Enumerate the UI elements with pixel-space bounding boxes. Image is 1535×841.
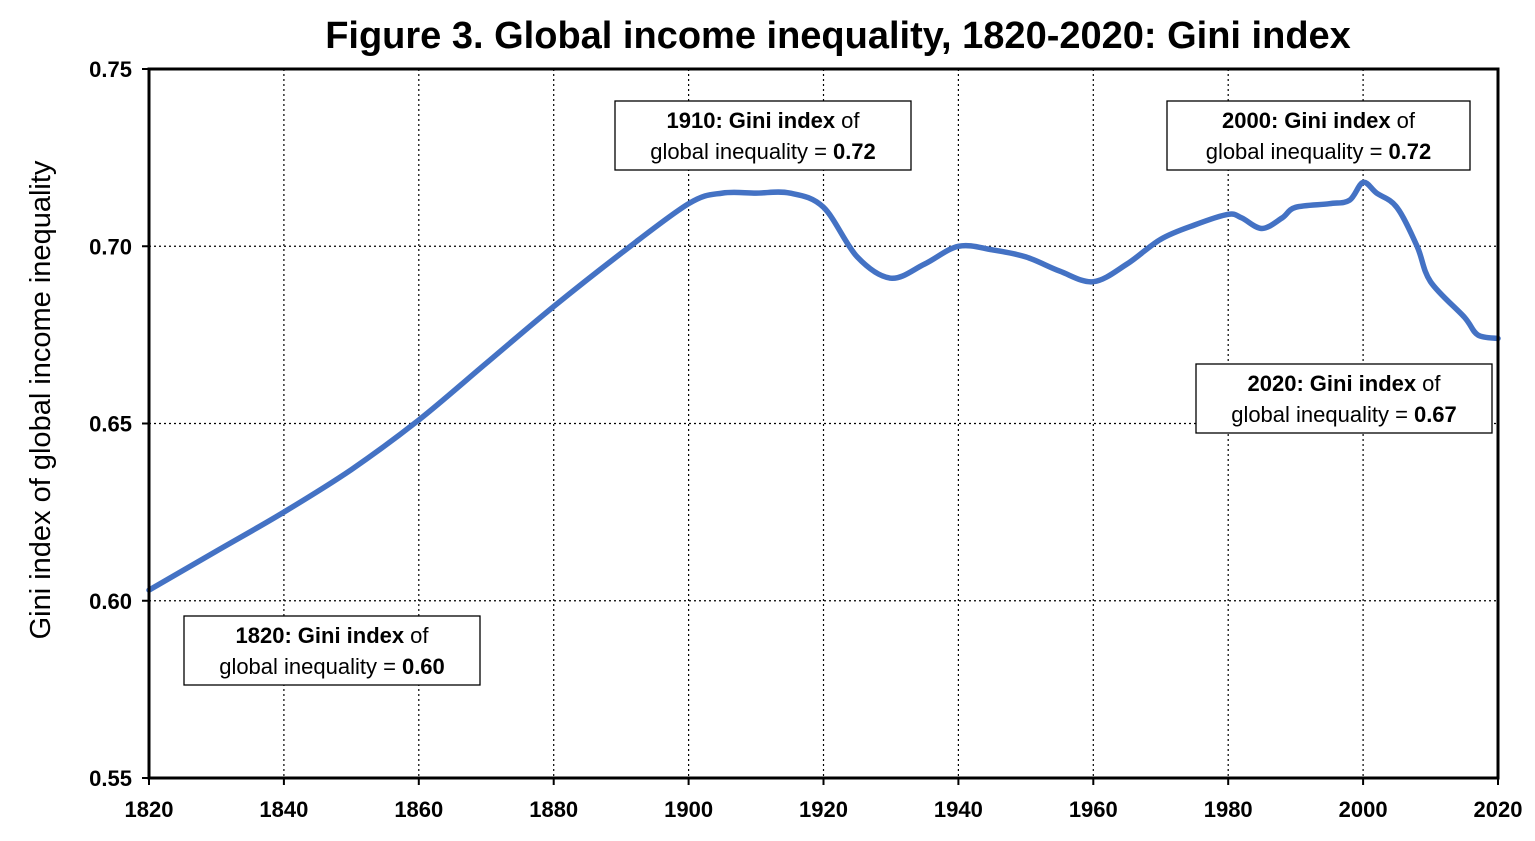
annotation-description: global inequality = bbox=[1231, 402, 1408, 427]
x-tick-label: 2020 bbox=[1474, 797, 1523, 822]
annotation-year: 1910: bbox=[667, 108, 723, 133]
x-tick-label: 1900 bbox=[664, 797, 713, 822]
x-tick-label: 2000 bbox=[1339, 797, 1388, 822]
annotation-value: 0.72 bbox=[833, 139, 876, 164]
annotation-value: 0.67 bbox=[1414, 402, 1457, 427]
axis-ticks: 1820 1840 1860 1880 1900 1920 1940 1960 1980 2000… bbox=[89, 57, 1522, 822]
annotation-connector: of bbox=[410, 623, 429, 648]
y-tick-label: 0.55 bbox=[89, 766, 132, 791]
y-tick-label: 0.70 bbox=[89, 234, 132, 259]
annotation-metric: Gini index bbox=[729, 108, 836, 133]
y-axis-label: Gini index of global income inequality bbox=[25, 160, 57, 639]
annotation-line-2: global inequality =0.72 bbox=[1206, 139, 1432, 164]
annotation-connector: of bbox=[1397, 108, 1416, 133]
annotation-line-2: global inequality =0.72 bbox=[650, 139, 876, 164]
annotation-year: 1820: bbox=[236, 623, 292, 648]
x-tick-label: 1940 bbox=[934, 797, 983, 822]
annotation-value: 0.72 bbox=[1388, 139, 1431, 164]
x-tick-label: 1880 bbox=[529, 797, 578, 822]
annotation-value: 0.60 bbox=[402, 654, 445, 679]
chart-title: Figure 3. Global income inequality, 1820… bbox=[325, 15, 1351, 57]
x-tick-label: 1840 bbox=[259, 797, 308, 822]
y-tick-label: 0.60 bbox=[89, 589, 132, 614]
annotation-connector: of bbox=[841, 108, 860, 133]
annotation-metric: Gini index bbox=[298, 623, 405, 648]
annotation-connector: of bbox=[1422, 371, 1441, 396]
annotation-year: 2020: bbox=[1248, 371, 1304, 396]
x-tick-label: 1980 bbox=[1204, 797, 1253, 822]
y-tick-label: 0.75 bbox=[89, 57, 132, 82]
x-tick-label: 1820 bbox=[125, 797, 174, 822]
annotation-metric: Gini index bbox=[1310, 371, 1417, 396]
annotation-description: global inequality = bbox=[650, 139, 827, 164]
annotation-line-2: global inequality =0.67 bbox=[1231, 402, 1457, 427]
x-tick-label: 1960 bbox=[1069, 797, 1118, 822]
annotation-description: global inequality = bbox=[1206, 139, 1383, 164]
annotation-metric: Gini index bbox=[1284, 108, 1391, 133]
x-tick-label: 1860 bbox=[394, 797, 443, 822]
annotation-description: global inequality = bbox=[219, 654, 396, 679]
y-tick-label: 0.65 bbox=[89, 412, 132, 437]
annotation-year: 2000: bbox=[1222, 108, 1278, 133]
annotation-line-2: global inequality =0.60 bbox=[219, 654, 445, 679]
x-tick-label: 1920 bbox=[799, 797, 848, 822]
